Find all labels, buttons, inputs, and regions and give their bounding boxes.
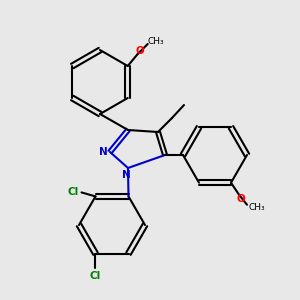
Text: Cl: Cl bbox=[68, 188, 79, 197]
Text: N: N bbox=[99, 147, 107, 157]
Text: CH₃: CH₃ bbox=[249, 203, 265, 212]
Text: N: N bbox=[122, 170, 130, 180]
Text: O: O bbox=[237, 194, 245, 204]
Text: Cl: Cl bbox=[90, 271, 101, 281]
Text: CH₃: CH₃ bbox=[147, 38, 164, 46]
Text: O: O bbox=[135, 46, 144, 56]
